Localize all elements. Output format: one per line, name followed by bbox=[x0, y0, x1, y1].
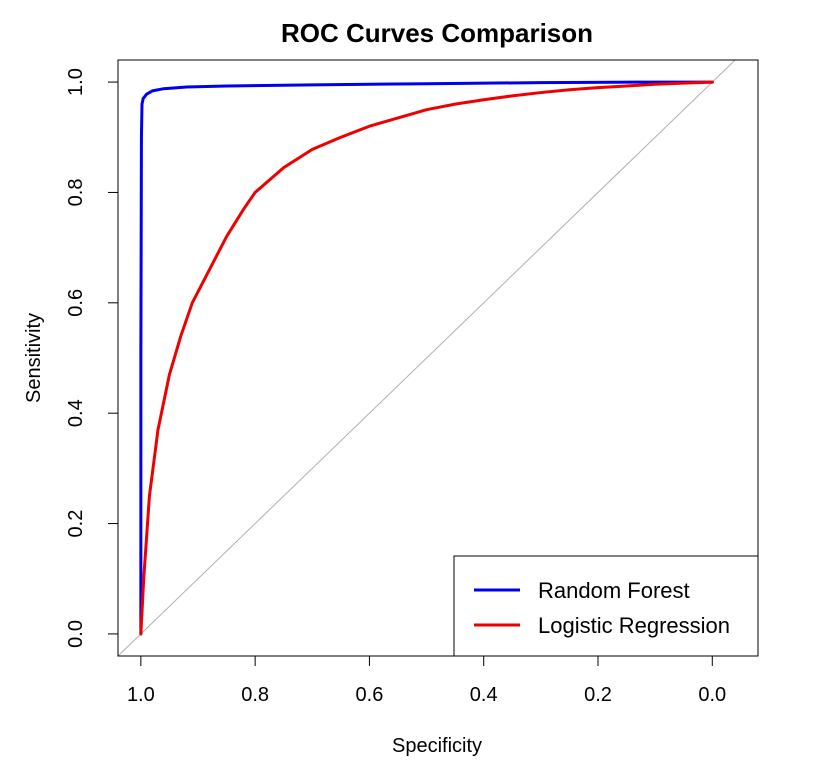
y-tick-label: 0.8 bbox=[65, 179, 87, 207]
x-tick-label: 0.2 bbox=[584, 684, 612, 706]
series-line-logistic-regression bbox=[139, 80, 714, 636]
x-tick-label: 0.8 bbox=[241, 684, 269, 706]
x-tick-label: 0.6 bbox=[356, 684, 384, 706]
x-tick-label: 0.0 bbox=[698, 684, 726, 706]
x-tick-label: 1.0 bbox=[127, 684, 155, 706]
legend: Random Forest Logistic Regression bbox=[453, 555, 759, 657]
y-axis-label: Sensitivity bbox=[23, 313, 45, 403]
x-axis-label: Specificity bbox=[392, 735, 482, 757]
y-tick-label: 1.0 bbox=[65, 68, 87, 96]
y-tick-label: 0.4 bbox=[65, 399, 87, 427]
chart-title: ROC Curves Comparison bbox=[281, 18, 593, 48]
series-line-random-forest bbox=[139, 80, 714, 636]
plot-frame bbox=[117, 59, 759, 657]
y-tick-label: 0.0 bbox=[65, 620, 87, 648]
reference-diagonal-line bbox=[118, 60, 736, 656]
legend-box bbox=[453, 555, 759, 657]
x-tick-label: 0.4 bbox=[470, 684, 498, 706]
legend-label-logistic-regression: Logistic Regression bbox=[538, 613, 730, 638]
y-tick-label: 0.2 bbox=[65, 510, 87, 538]
y-tick-label: 0.6 bbox=[65, 289, 87, 317]
legend-label-random-forest: Random Forest bbox=[538, 578, 690, 603]
plot-area: 1.0 0.8 0.6 0.4 0.2 0.0 0.0 0.2 0.4 0.6 0.8 1.0 bbox=[65, 59, 759, 706]
